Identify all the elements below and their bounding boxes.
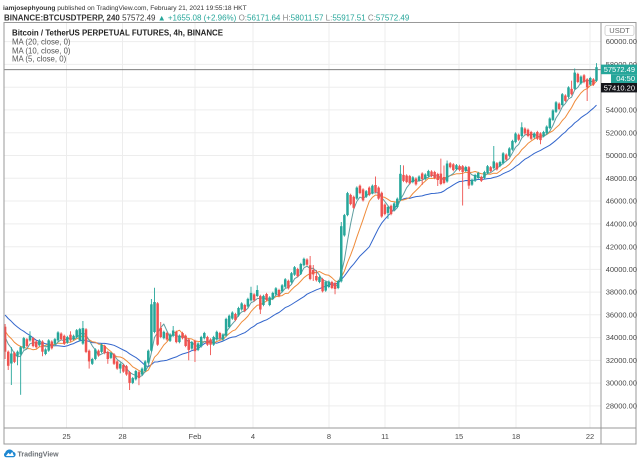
svg-text:11: 11 [381,432,389,441]
svg-text:50000.00: 50000.00 [606,151,637,160]
svg-text:57572.49: 57572.49 [604,65,635,74]
svg-text:MA (5, close, 0): MA (5, close, 0) [12,55,67,64]
svg-text:TradingView: TradingView [18,452,60,459]
svg-text:Feb: Feb [189,432,202,441]
svg-text:44000.00: 44000.00 [606,220,637,229]
svg-text:USDT: USDT [609,26,630,35]
svg-text:38000.00: 38000.00 [606,288,637,297]
svg-text:28000.00: 28000.00 [606,402,637,411]
svg-text:MA (20, close, 0): MA (20, close, 0) [12,38,71,47]
svg-text:42000.00: 42000.00 [606,242,637,251]
svg-text:36000.00: 36000.00 [606,310,637,319]
svg-text:25: 25 [62,432,70,441]
svg-text:Bitcoin / TetherUS PERPETUAL F: Bitcoin / TetherUS PERPETUAL FUTURES, 4h… [12,29,223,38]
svg-text:8: 8 [327,432,331,441]
svg-text:34000.00: 34000.00 [606,333,637,342]
svg-text:48000.00: 48000.00 [606,174,637,183]
svg-text:30000.00: 30000.00 [606,379,637,388]
svg-text:iamjosephyoung published on Tr: iamjosephyoung published on TradingView.… [3,5,247,12]
svg-text:15: 15 [455,432,463,441]
svg-text:52000.00: 52000.00 [606,128,637,137]
svg-text:18: 18 [512,432,520,441]
svg-text:40000.00: 40000.00 [606,265,637,274]
svg-text:46000.00: 46000.00 [606,197,637,206]
svg-text:58000.00: 58000.00 [606,60,637,69]
svg-text:04:50: 04:50 [616,74,635,83]
svg-text:57410.20: 57410.20 [604,83,635,92]
svg-text:28: 28 [118,432,126,441]
svg-text:BINANCE:BTCUSDTPERP, 240 5757: BINANCE:BTCUSDTPERP, 240 57572.49 ▲ +165… [4,14,410,23]
svg-text:22: 22 [586,432,594,441]
svg-text:4: 4 [251,432,255,441]
svg-text:MA (10, close, 0): MA (10, close, 0) [12,46,71,55]
svg-text:54000.00: 54000.00 [606,106,637,115]
svg-text:32000.00: 32000.00 [606,356,637,365]
svg-text:60000.00: 60000.00 [606,37,637,46]
